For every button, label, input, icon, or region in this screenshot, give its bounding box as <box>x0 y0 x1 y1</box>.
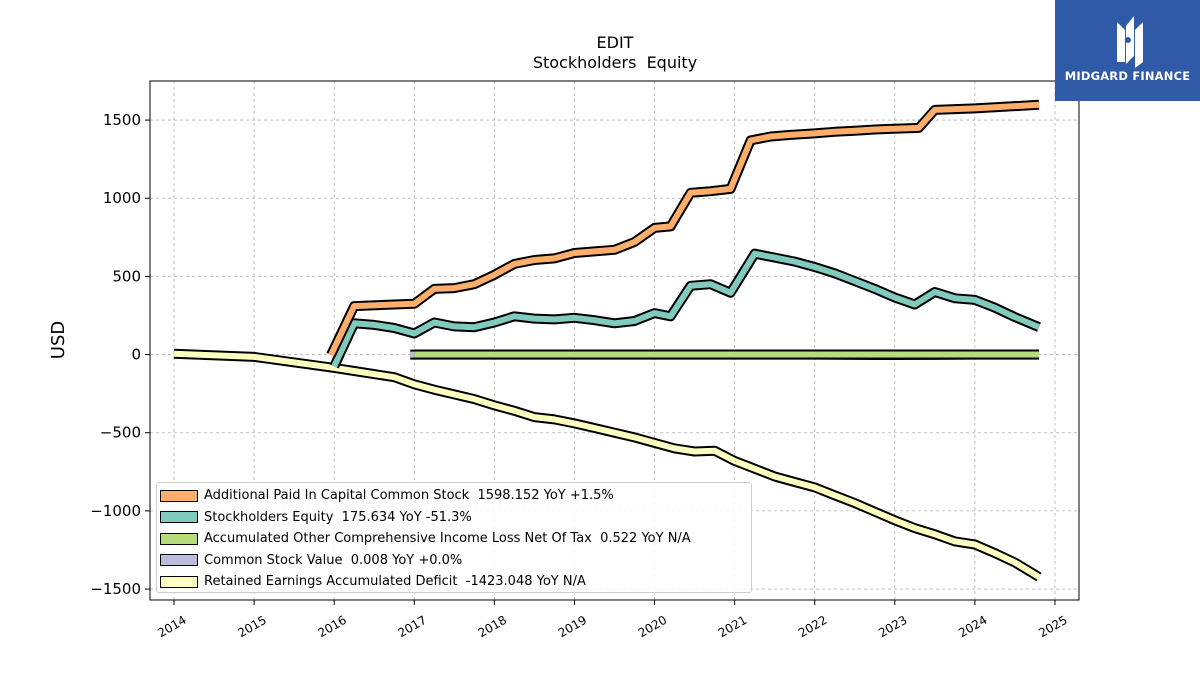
y-tick-label: −1000 <box>90 502 141 520</box>
y-tick-label: 0 <box>131 346 141 364</box>
x-tick-label: 2014 <box>155 613 188 640</box>
y-axis-label: USD <box>48 321 69 359</box>
series-outline-stockholders-equity <box>329 248 1041 369</box>
chart-legend: Additional Paid In Capital Common Stock … <box>156 482 752 593</box>
x-tick-label: 2019 <box>556 613 589 640</box>
legend-entry: Stockholders Equity 175.634 YoY -51.3% <box>160 507 751 529</box>
series-line-stockholders-equity <box>331 250 1041 368</box>
series-outline-additional-paid-in-capital-common-stock <box>326 99 1040 358</box>
logo-text: MIDGARD FINANCE <box>1064 69 1191 83</box>
y-tick-label: −1500 <box>90 580 141 598</box>
x-tick-label: 2023 <box>876 613 909 640</box>
grid-layer <box>150 81 1079 600</box>
legend-label: Stockholders Equity 175.634 YoY -51.3% <box>204 509 472 525</box>
legend-swatch-aoci <box>160 532 198 545</box>
legend-label: Additional Paid In Capital Common Stock … <box>204 488 614 504</box>
chart-title: EDIT <box>597 33 634 52</box>
x-tick-label: 2022 <box>796 613 829 640</box>
x-tick-label: 2016 <box>315 613 348 640</box>
legend-swatch-retained-earnings <box>160 575 198 588</box>
y-tick-label: −500 <box>100 424 141 442</box>
x-tick-label: 2018 <box>476 613 509 640</box>
chart-subtitle: Stockholders Equity <box>533 53 697 72</box>
legend-entry: Retained Earnings Accumulated Deficit -1… <box>160 571 751 593</box>
series-layer <box>173 99 1042 582</box>
y-tick-label: 500 <box>112 267 141 285</box>
x-tick-label: 2021 <box>716 613 749 640</box>
legend-label: Retained Earnings Accumulated Deficit -1… <box>204 574 586 590</box>
legend-swatch-apic <box>160 489 198 502</box>
legend-swatch-equity <box>160 511 198 524</box>
legend-label: Common Stock Value 0.008 YoY +0.0% <box>204 552 463 568</box>
y-tick-label: 1500 <box>103 111 141 129</box>
series-line-additional-paid-in-capital-common-stock <box>328 101 1040 357</box>
legend-entry: Accumulated Other Comprehensive Income L… <box>160 528 751 550</box>
company-logo: MIDGARD FINANCE <box>1055 0 1200 101</box>
plot-area-frame <box>149 80 1080 601</box>
legend-entry: Common Stock Value 0.008 YoY +0.0% <box>160 550 751 572</box>
y-tick-label: 1000 <box>103 189 141 207</box>
legend-entry: Additional Paid In Capital Common Stock … <box>160 485 751 507</box>
series-line-retained-earnings-accumulated-deficit <box>173 350 1041 580</box>
logo-mark-icon <box>1117 16 1143 68</box>
x-tick-label: 2017 <box>396 613 429 640</box>
x-tick-label: 2024 <box>956 613 989 640</box>
x-tick-label: 2015 <box>235 613 268 640</box>
legend-swatch-common-stock <box>160 554 198 567</box>
legend-label: Accumulated Other Comprehensive Income L… <box>204 531 691 547</box>
x-tick-label: 2025 <box>1036 613 1069 640</box>
x-tick-label: 2020 <box>636 613 669 640</box>
